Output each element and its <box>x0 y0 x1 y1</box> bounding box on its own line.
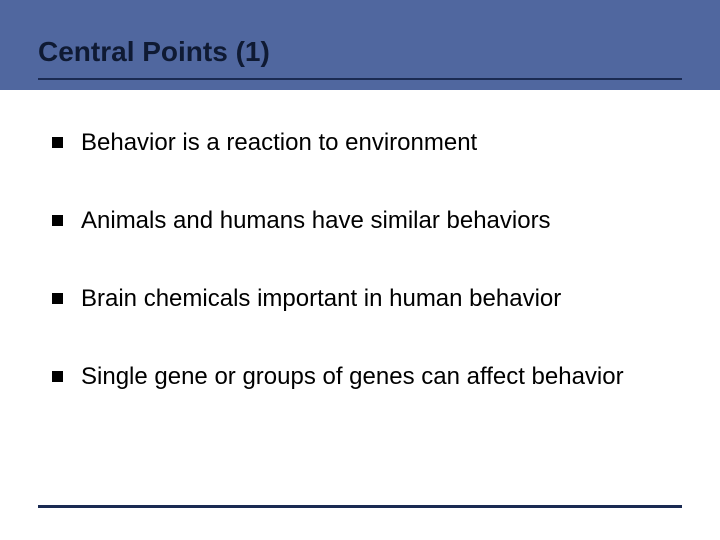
footer-line <box>38 505 682 508</box>
bullet-text: Behavior is a reaction to environment <box>81 128 672 158</box>
list-item: Behavior is a reaction to environment <box>52 128 672 158</box>
square-bullet-icon <box>52 215 63 226</box>
list-item: Brain chemicals important in human behav… <box>52 284 672 314</box>
slide: Central Points (1) Behavior is a reactio… <box>0 0 720 540</box>
square-bullet-icon <box>52 137 63 148</box>
content-area: Behavior is a reaction to environment An… <box>52 128 672 440</box>
title-underline <box>38 78 682 80</box>
list-item: Animals and humans have similar behavior… <box>52 206 672 236</box>
list-item: Single gene or groups of genes can affec… <box>52 362 672 392</box>
square-bullet-icon <box>52 293 63 304</box>
square-bullet-icon <box>52 371 63 382</box>
bullet-text: Single gene or groups of genes can affec… <box>81 362 672 392</box>
slide-title: Central Points (1) <box>38 36 270 68</box>
bullet-text: Animals and humans have similar behavior… <box>81 206 672 236</box>
bullet-text: Brain chemicals important in human behav… <box>81 284 672 314</box>
